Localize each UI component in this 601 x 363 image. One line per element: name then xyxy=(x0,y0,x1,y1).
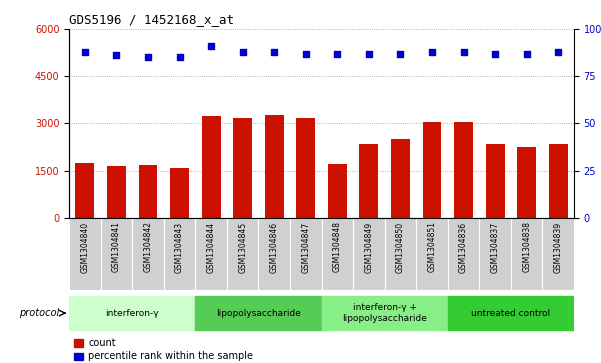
Bar xyxy=(227,218,258,290)
Bar xyxy=(195,296,322,330)
Bar xyxy=(480,218,511,290)
Text: GSM1304841: GSM1304841 xyxy=(112,221,121,272)
Bar xyxy=(290,218,322,290)
Text: GSM1304850: GSM1304850 xyxy=(396,221,405,273)
Bar xyxy=(74,339,84,347)
Text: GSM1304840: GSM1304840 xyxy=(81,221,90,273)
Bar xyxy=(74,353,84,360)
Text: GDS5196 / 1452168_x_at: GDS5196 / 1452168_x_at xyxy=(69,13,234,26)
Bar xyxy=(69,296,195,330)
Point xyxy=(332,51,342,57)
Bar xyxy=(511,218,542,290)
Bar xyxy=(328,164,347,218)
Bar xyxy=(448,218,480,290)
Bar xyxy=(385,218,416,290)
Bar xyxy=(486,144,504,218)
Bar xyxy=(542,218,574,290)
Text: GSM1304836: GSM1304836 xyxy=(459,221,468,273)
Text: GSM1304844: GSM1304844 xyxy=(207,221,216,273)
Text: lipopolysaccharide: lipopolysaccharide xyxy=(216,309,301,318)
Point xyxy=(427,49,437,54)
Bar xyxy=(359,144,379,218)
Bar xyxy=(195,218,227,290)
Point xyxy=(238,49,248,54)
Bar xyxy=(454,122,473,218)
Point xyxy=(175,54,185,60)
Bar xyxy=(517,147,536,218)
Bar xyxy=(423,122,441,218)
Bar xyxy=(163,218,195,290)
Bar xyxy=(385,218,416,290)
Bar xyxy=(76,163,94,218)
Bar xyxy=(448,218,480,290)
Point xyxy=(112,53,121,58)
Point xyxy=(301,51,311,57)
Point xyxy=(80,49,90,54)
Bar xyxy=(353,218,385,290)
Text: GSM1304837: GSM1304837 xyxy=(490,221,499,273)
Text: protocol: protocol xyxy=(19,308,59,318)
Bar xyxy=(511,218,542,290)
Text: GSM1304842: GSM1304842 xyxy=(144,221,153,272)
Point xyxy=(206,43,216,49)
Text: GSM1304845: GSM1304845 xyxy=(238,221,247,273)
Bar xyxy=(69,218,101,290)
Bar xyxy=(101,218,132,290)
Text: GSM1304849: GSM1304849 xyxy=(364,221,373,273)
Text: GSM1304847: GSM1304847 xyxy=(301,221,310,273)
Bar xyxy=(69,218,101,290)
Text: GSM1304843: GSM1304843 xyxy=(175,221,184,273)
Bar xyxy=(139,165,157,218)
Point xyxy=(459,49,468,54)
Bar xyxy=(296,118,315,218)
Text: interferon-γ +
lipopolysaccharide: interferon-γ + lipopolysaccharide xyxy=(342,303,427,323)
Text: GSM1304839: GSM1304839 xyxy=(554,221,563,273)
Text: untreated control: untreated control xyxy=(471,309,551,318)
Bar xyxy=(195,218,227,290)
Text: GSM1304851: GSM1304851 xyxy=(427,221,436,272)
Bar xyxy=(132,218,163,290)
Bar xyxy=(132,218,163,290)
Bar xyxy=(322,218,353,290)
Point xyxy=(143,54,153,60)
Bar xyxy=(170,168,189,218)
Bar xyxy=(322,218,353,290)
Bar xyxy=(258,218,290,290)
Bar xyxy=(353,218,385,290)
Bar xyxy=(107,166,126,218)
Bar xyxy=(264,115,284,218)
Text: interferon-γ: interferon-γ xyxy=(105,309,159,318)
Bar xyxy=(448,296,574,330)
Point xyxy=(395,51,405,57)
Bar xyxy=(542,218,574,290)
Bar xyxy=(322,296,448,330)
Bar xyxy=(290,218,322,290)
Bar xyxy=(101,218,132,290)
Bar xyxy=(416,218,448,290)
Bar xyxy=(227,218,258,290)
Text: count: count xyxy=(88,338,116,348)
Text: GSM1304846: GSM1304846 xyxy=(270,221,279,273)
Text: percentile rank within the sample: percentile rank within the sample xyxy=(88,351,253,362)
Point xyxy=(554,49,563,54)
Point xyxy=(490,51,500,57)
Point xyxy=(522,51,531,57)
Bar xyxy=(391,139,410,218)
Bar xyxy=(416,218,448,290)
Point xyxy=(269,49,279,54)
Bar xyxy=(201,115,221,218)
Text: GSM1304838: GSM1304838 xyxy=(522,221,531,272)
Point xyxy=(364,51,374,57)
Bar xyxy=(549,144,567,218)
Bar xyxy=(233,118,252,218)
Bar xyxy=(480,218,511,290)
Bar xyxy=(258,218,290,290)
Bar xyxy=(163,218,195,290)
Text: GSM1304848: GSM1304848 xyxy=(333,221,342,272)
